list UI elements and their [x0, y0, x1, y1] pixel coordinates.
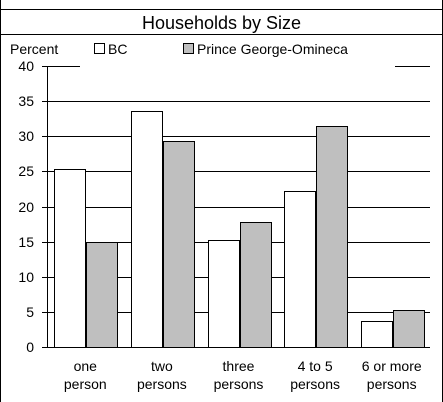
legend-label-prince-george-omineca: Prince George-Omineca	[197, 41, 348, 57]
legend-swatch-prince-george-omineca	[183, 43, 194, 54]
y-tick-label: 25	[18, 163, 34, 179]
x-tick-label: persons	[290, 376, 340, 392]
legend-label-bc: BC	[108, 41, 127, 57]
bar-bc	[131, 111, 163, 348]
y-axis-ticks: 0 5 10 15 20 25 30 35 40	[18, 58, 47, 355]
y-tick-label: 15	[18, 234, 34, 250]
bar-prince-george-omineca	[86, 242, 118, 348]
y-tick-label: 10	[18, 269, 34, 285]
bar-prince-george-omineca	[240, 222, 272, 348]
bar-prince-george-omineca	[316, 126, 348, 348]
bar-bc	[54, 169, 86, 348]
x-axis-labels: one person two persons three persons 4 to 5 per…	[64, 358, 422, 392]
bar-bc	[284, 191, 316, 348]
y-tick-label: 20	[18, 199, 34, 215]
x-tick-label: persons	[214, 376, 264, 392]
bar-bc	[208, 240, 240, 348]
y-tick-label: 35	[18, 93, 34, 109]
y-axis-label: Percent	[10, 41, 58, 57]
y-tick-label: 40	[18, 58, 34, 74]
x-tick-label: two	[151, 358, 173, 374]
y-tick-label: 0	[26, 339, 34, 355]
x-tick-label: 6 or more	[362, 358, 422, 374]
legend-swatch-bc	[94, 43, 105, 54]
legend: BC Prince George-Omineca	[94, 41, 348, 57]
x-tick-label: person	[64, 376, 107, 392]
y-tick-label: 5	[26, 304, 34, 320]
y-tick-label: 30	[18, 128, 34, 144]
x-tick-label: persons	[137, 376, 187, 392]
bar-bc	[361, 321, 393, 348]
bar-prince-george-omineca	[163, 141, 195, 348]
x-tick-label: three	[223, 358, 255, 374]
bar-prince-george-omineca	[393, 310, 425, 348]
x-tick-label: one	[74, 358, 98, 374]
bars	[54, 111, 425, 348]
chart-title: Households by Size	[142, 13, 301, 33]
x-tick-label: 4 to 5	[298, 358, 333, 374]
x-tick-label: persons	[367, 376, 417, 392]
